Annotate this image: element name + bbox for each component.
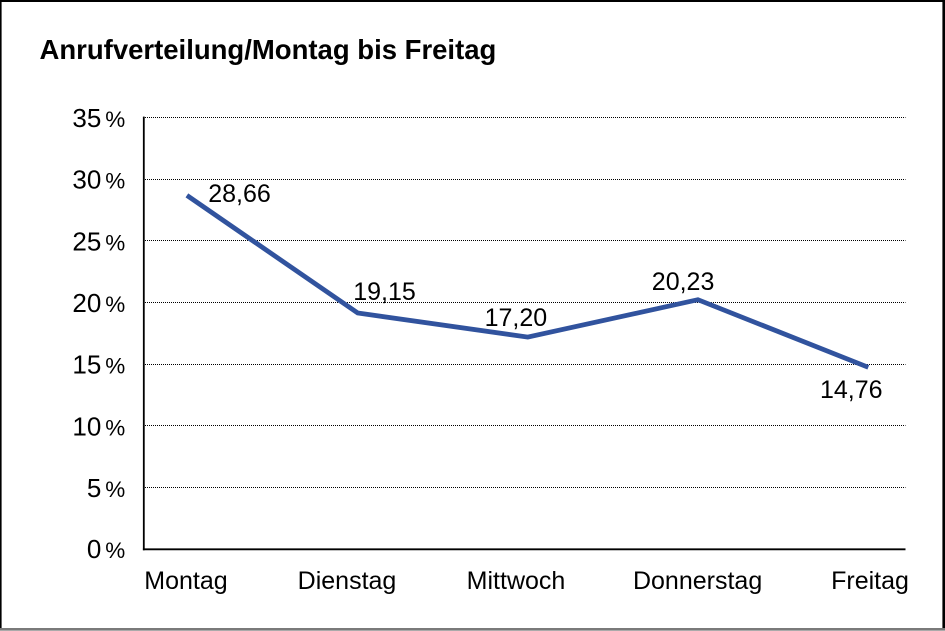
svg-text:19,15: 19,15 [353,278,416,306]
svg-text:28,66: 28,66 [208,180,271,208]
svg-text:Donnerstag: Donnerstag [633,567,762,595]
svg-text:25%: 25% [72,226,125,256]
svg-text:Mittwoch: Mittwoch [467,567,566,595]
svg-text:30%: 30% [72,165,125,195]
svg-text:14,76: 14,76 [820,376,883,404]
svg-text:20%: 20% [72,288,125,318]
svg-text:5%: 5% [87,473,125,503]
svg-text:15%: 15% [72,350,125,380]
svg-text:Anrufverteilung/Montag bis Fre: Anrufverteilung/Montag bis Freitag [40,34,497,65]
svg-text:17,20: 17,20 [485,304,548,332]
svg-text:Freitag: Freitag [831,567,909,595]
svg-text:0%: 0% [87,534,125,564]
svg-text:10%: 10% [72,411,125,441]
svg-text:Montag: Montag [144,567,227,595]
svg-text:Dienstag: Dienstag [298,567,397,595]
svg-text:20,23: 20,23 [652,268,715,296]
svg-text:35%: 35% [72,103,125,133]
